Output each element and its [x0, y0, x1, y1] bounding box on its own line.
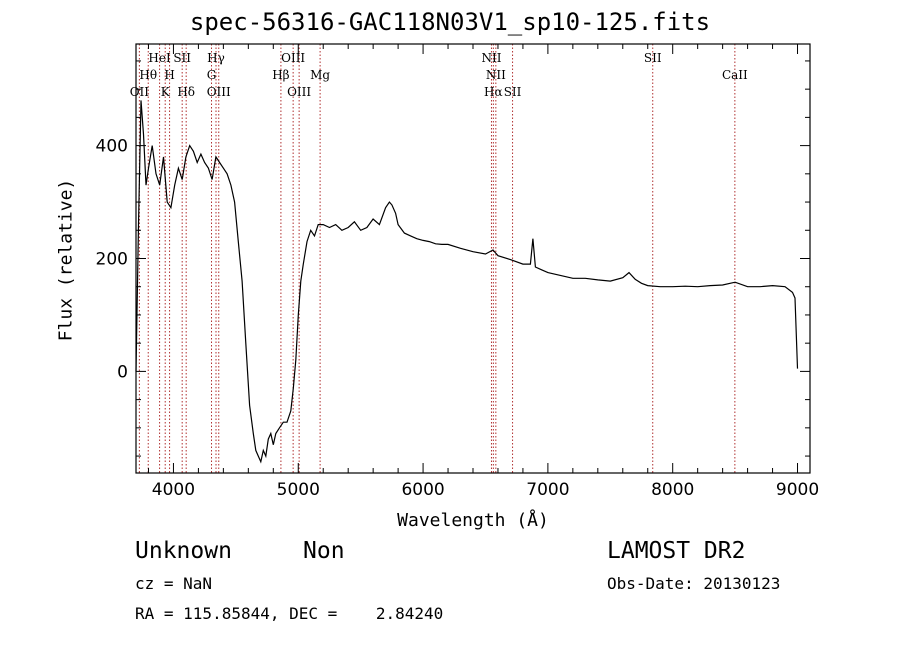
observation-date: Obs-Date: 20130123 — [607, 574, 781, 593]
emission-line-markers — [138, 44, 736, 473]
line-label: Hβ — [272, 68, 289, 82]
line-label: Mg — [310, 68, 330, 82]
y-tick-label: 400 — [96, 137, 128, 157]
line-label: NII — [481, 51, 501, 65]
x-tick-label: 8000 — [651, 480, 694, 500]
y-tick-label: 0 — [117, 362, 128, 382]
line-label: Hθ — [139, 68, 157, 82]
y-axis-label: Flux (relative) — [55, 178, 77, 342]
line-label: SII — [504, 85, 522, 99]
x-tick-label: 5000 — [277, 480, 320, 500]
plot-frame — [135, 43, 811, 474]
line-label: HeI — [148, 51, 171, 65]
ra-dec-coordinates: RA = 115.85844, DEC = 2.84240 — [135, 604, 444, 623]
line-label: CaII — [722, 68, 748, 82]
y-tick-label: 200 — [96, 250, 128, 270]
line-label: K — [161, 85, 171, 99]
object-subclass: Non — [303, 538, 345, 564]
emission-line-labels: OII Hθ HeI KH SII Hδ G Hγ OIII Hβ OIII OIII Mg NII NII… — [130, 51, 748, 99]
y-axis: 0 200 400 — [96, 60, 810, 457]
line-label: OIII — [287, 85, 311, 99]
line-label: OIII — [281, 51, 305, 65]
x-tick-label: 9000 — [776, 480, 819, 500]
redshift-cz: cz = NaN — [135, 574, 213, 593]
survey-name: LAMOST DR2 — [607, 538, 746, 564]
spectrum-line — [135, 100, 799, 464]
line-label: SII — [173, 51, 191, 65]
line-label: Hγ — [207, 51, 225, 65]
line-label: NII — [486, 68, 506, 82]
object-class: Unknown — [135, 538, 232, 564]
line-label: Hδ — [177, 85, 195, 99]
line-label: Hα — [484, 85, 503, 99]
line-label: G — [207, 68, 217, 82]
x-tick-label: 4000 — [152, 480, 195, 500]
line-label: OIII — [207, 85, 231, 99]
x-tick-label: 7000 — [526, 480, 569, 500]
x-axis-label: Wavelength (Å) — [397, 510, 549, 531]
chart-title: spec-56316-GAC118N03V1_sp10-125.fits — [189, 8, 711, 36]
line-label: H — [164, 68, 174, 82]
line-label: SII — [644, 51, 662, 65]
x-tick-label: 6000 — [401, 480, 444, 500]
x-axis: 4000 5000 6000 7000 8000 9000 — [147, 44, 819, 500]
line-label: OII — [130, 85, 150, 99]
